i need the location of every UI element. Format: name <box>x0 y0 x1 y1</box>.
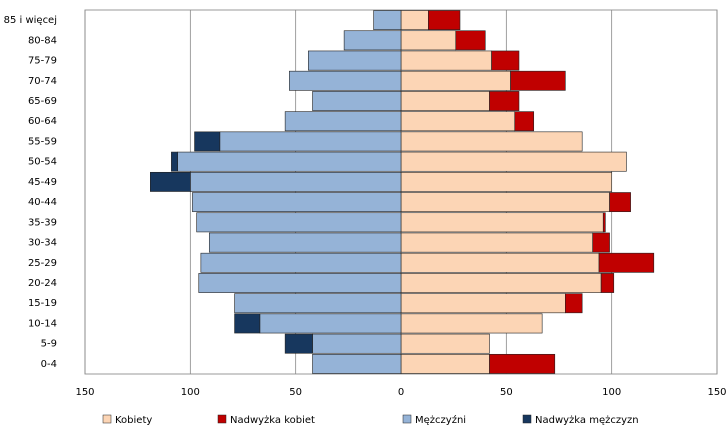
bar <box>609 192 631 213</box>
y-tick-label: 45-49 <box>28 177 57 188</box>
legend-swatch <box>402 414 412 424</box>
bar <box>600 273 615 293</box>
legend-swatch <box>522 414 532 424</box>
y-tick-label: 0-4 <box>41 359 57 370</box>
bar <box>208 232 402 253</box>
y-tick-label: 65-69 <box>28 96 57 107</box>
legend-label: Nadwyżka mężczyzn <box>535 415 639 426</box>
x-tick-label: 50 <box>289 387 302 398</box>
y-tick-label: 60-64 <box>28 116 57 127</box>
bar <box>373 10 402 31</box>
bar <box>312 353 402 374</box>
legend-swatch <box>102 414 112 424</box>
bar <box>190 171 402 192</box>
x-tick-label: 100 <box>181 387 200 398</box>
y-tick-label: 75-79 <box>28 56 57 67</box>
y-tick-label: 20-24 <box>28 278 57 289</box>
bar <box>489 91 520 111</box>
legend-label: Kobiety <box>115 415 152 426</box>
bar <box>234 313 261 334</box>
y-tick-label: 25-29 <box>28 258 57 269</box>
bar <box>400 30 457 51</box>
bar <box>177 151 402 172</box>
bar <box>196 212 402 233</box>
bar <box>400 333 490 354</box>
bar <box>428 10 461 31</box>
bar <box>598 252 655 273</box>
bar <box>400 171 612 192</box>
bar <box>400 293 566 314</box>
bar <box>198 273 402 293</box>
y-tick-label: 30-34 <box>28 238 57 249</box>
bar <box>289 70 402 91</box>
bar <box>602 212 606 233</box>
bar <box>400 212 604 233</box>
y-tick-label: 80-84 <box>28 35 57 46</box>
bar <box>400 10 429 31</box>
bar <box>312 91 402 111</box>
bar <box>400 131 583 152</box>
bar <box>200 252 402 273</box>
bar <box>343 30 402 51</box>
bar <box>400 192 610 213</box>
bar <box>308 50 402 71</box>
y-tick-label: 35-39 <box>28 217 57 228</box>
bar <box>400 50 492 71</box>
bar <box>400 91 490 111</box>
y-tick-label: 10-14 <box>28 318 57 329</box>
bar <box>510 70 566 91</box>
bar <box>592 232 610 253</box>
bar <box>284 111 402 132</box>
bar <box>219 131 402 152</box>
bar <box>192 192 402 213</box>
bar <box>400 70 511 91</box>
bar <box>400 232 594 253</box>
bar <box>565 293 583 314</box>
y-tick-label: 5-9 <box>41 339 57 350</box>
bar <box>400 151 627 172</box>
y-tick-label: 15-19 <box>28 298 57 309</box>
x-tick-label: 100 <box>602 387 621 398</box>
legend-label: Mężczyźni <box>415 414 466 426</box>
bar <box>312 333 402 354</box>
x-tick-label: 50 <box>500 387 513 398</box>
bar <box>400 273 602 293</box>
y-tick-label: 85 i więcej <box>4 15 57 26</box>
bar <box>514 111 535 132</box>
bar <box>259 313 402 334</box>
bar <box>491 50 520 71</box>
bar <box>194 131 221 152</box>
bar <box>455 30 486 51</box>
bar <box>400 353 490 374</box>
bar <box>400 111 516 132</box>
legend-swatch <box>217 414 227 424</box>
y-tick-label: 50-54 <box>28 157 57 168</box>
bar <box>150 171 191 192</box>
x-tick-label: 150 <box>707 387 726 398</box>
bar <box>400 252 600 273</box>
y-tick-label: 40-44 <box>28 197 57 208</box>
bar <box>400 313 543 334</box>
y-tick-label: 55-59 <box>28 136 57 147</box>
bar <box>284 333 313 354</box>
y-tick-label: 70-74 <box>28 76 57 87</box>
x-tick-label: 0 <box>398 387 404 398</box>
bar <box>171 151 178 172</box>
x-tick-label: 150 <box>75 387 94 398</box>
bar <box>489 353 556 374</box>
legend-label: Nadwyżka kobiet <box>230 415 315 426</box>
bar <box>234 293 402 314</box>
